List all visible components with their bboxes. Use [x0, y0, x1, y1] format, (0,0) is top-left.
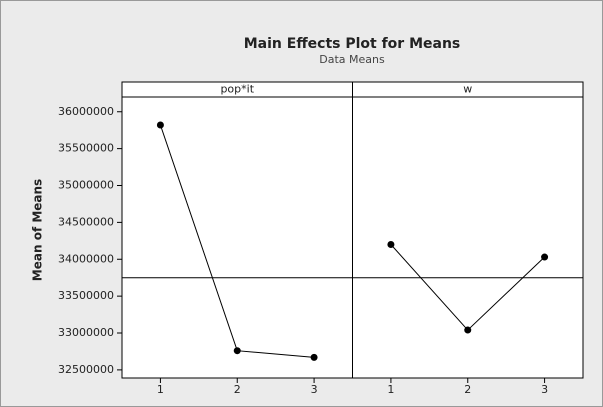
- x-tick-label: 1: [157, 383, 164, 396]
- y-tick-label: 34500000: [58, 215, 114, 228]
- y-tick-label: 33000000: [58, 326, 114, 339]
- y-tick-label: 35500000: [58, 142, 114, 155]
- y-tick-label: 32500000: [58, 363, 114, 376]
- point: [234, 347, 241, 354]
- x-tick-label: 1: [387, 383, 394, 396]
- panel-label: pop*it: [220, 83, 254, 96]
- y-tick-label: 35000000: [58, 179, 114, 192]
- x-tick-label: 3: [311, 383, 318, 396]
- x-tick-label: 2: [234, 383, 241, 396]
- y-axis-label: Mean of Means: [31, 179, 45, 281]
- y-tick-label: 34000000: [58, 252, 114, 265]
- point: [387, 241, 394, 248]
- chart-title: Main Effects Plot for Means: [244, 36, 461, 52]
- point: [157, 122, 164, 129]
- x-tick-label: 3: [541, 383, 548, 396]
- x-tick-label: 2: [464, 383, 471, 396]
- point: [311, 354, 318, 361]
- chart: Main Effects Plot for Means Data Means M…: [0, 0, 603, 407]
- y-tick-label: 36000000: [58, 105, 114, 118]
- point: [541, 254, 548, 261]
- chart-subtitle: Data Means: [319, 53, 385, 66]
- panel-label: w: [463, 83, 472, 96]
- y-tick-label: 33500000: [58, 289, 114, 302]
- point: [464, 327, 471, 334]
